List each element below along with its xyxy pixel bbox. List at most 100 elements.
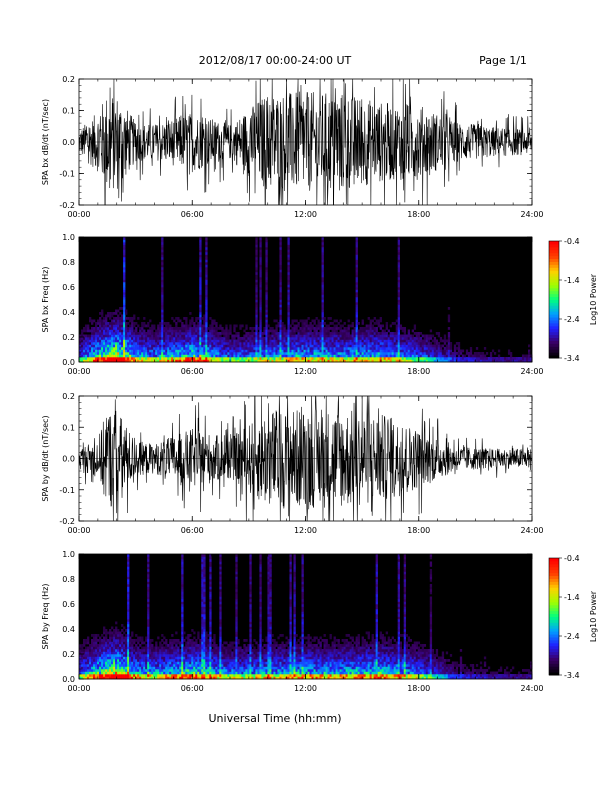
heatmap-cell <box>321 339 324 343</box>
heatmap-cell <box>385 347 388 350</box>
heatmap-cell <box>111 322 114 325</box>
heatmap-cell <box>367 359 370 363</box>
heatmap-cell <box>463 354 467 358</box>
heatmap-cell <box>331 339 334 343</box>
heatmap-cell <box>215 327 218 330</box>
heatmap-cell <box>213 357 216 360</box>
heatmap-cell <box>107 671 110 675</box>
heatmap-cell <box>331 359 334 363</box>
heatmap-cell <box>311 352 314 355</box>
heatmap-cell <box>397 257 400 260</box>
heatmap-cell <box>355 332 358 335</box>
heatmap-cell <box>159 337 162 340</box>
heatmap-cell <box>149 329 152 333</box>
heatmap-cell <box>361 334 364 338</box>
heatmap-cell <box>119 651 122 655</box>
heatmap-cell <box>287 319 290 323</box>
y-tick-label: -0.1 <box>59 170 75 179</box>
heatmap-cell <box>147 594 150 597</box>
heatmap-cell <box>83 334 86 338</box>
heatmap-cell <box>291 322 294 325</box>
heatmap-cell <box>305 339 308 343</box>
heatmap-cell <box>171 664 174 667</box>
heatmap-cell <box>371 342 374 345</box>
heatmap-cell <box>309 334 312 338</box>
heatmap-cell <box>117 349 120 353</box>
heatmap-cell <box>107 674 110 677</box>
heatmap-cell <box>83 644 86 647</box>
heatmap-cell <box>341 329 344 333</box>
heatmap-cell <box>327 329 330 333</box>
heatmap-cell <box>101 312 104 315</box>
y-tick-label: 1.0 <box>62 233 75 242</box>
heatmap-cell <box>89 337 92 340</box>
heatmap-cell <box>179 327 182 330</box>
heatmap-cell <box>259 332 262 335</box>
heatmap-cell <box>295 334 298 338</box>
heatmap-cell <box>379 319 382 323</box>
heatmap-cell <box>295 339 298 343</box>
heatmap-cell <box>203 659 206 662</box>
heatmap-cell <box>221 349 224 353</box>
heatmap-cell <box>185 342 188 345</box>
heatmap-cell <box>261 359 264 363</box>
heatmap-cell <box>131 674 134 677</box>
heatmap-cell <box>397 262 400 265</box>
heatmap-cell <box>313 334 316 338</box>
heatmap-cell <box>169 357 172 360</box>
heatmap-cell <box>195 654 198 657</box>
heatmap-cell <box>181 656 184 660</box>
heatmap-cell <box>161 292 164 295</box>
heatmap-cell <box>345 334 348 338</box>
x-tick-label: 12:00 <box>294 367 317 376</box>
heatmap-cell <box>435 342 439 345</box>
heatmap-cell <box>329 352 332 355</box>
heatmap-cell <box>315 339 318 343</box>
heatmap-cell <box>211 329 214 333</box>
heatmap-cell <box>321 342 324 345</box>
heatmap-cell <box>197 664 200 667</box>
heatmap-cell <box>87 674 90 677</box>
heatmap-cell <box>163 352 166 355</box>
heatmap-cell <box>129 656 132 660</box>
heatmap-cell <box>137 352 140 355</box>
heatmap-cell <box>469 349 473 353</box>
heatmap-cell <box>113 322 116 325</box>
heatmap-cell <box>291 357 294 360</box>
heatmap-cell <box>123 339 126 343</box>
heatmap-cell <box>181 584 184 587</box>
heatmap-cell <box>193 654 196 657</box>
colorbar-swatch <box>549 343 559 347</box>
heatmap-cell <box>353 329 356 333</box>
heatmap-cell <box>253 347 256 350</box>
heatmap-cell <box>147 611 150 615</box>
heatmap-cell <box>127 674 130 677</box>
heatmap-cell <box>361 322 364 325</box>
heatmap-cell <box>151 649 154 652</box>
heatmap-cell <box>145 671 148 675</box>
heatmap-cell <box>85 329 88 333</box>
heatmap-cell <box>313 352 316 355</box>
heatmap-cell <box>235 357 238 360</box>
heatmap-cell <box>219 349 222 353</box>
heatmap-cell <box>361 357 364 360</box>
heatmap-cell <box>119 342 122 345</box>
heatmap-cell <box>147 621 150 625</box>
heatmap-cell <box>79 659 82 662</box>
heatmap-cell <box>127 616 130 620</box>
heatmap-cell <box>417 344 421 348</box>
heatmap-cell <box>113 644 116 647</box>
y-tick-label: 0.4 <box>62 308 75 317</box>
heatmap-cell <box>163 646 166 650</box>
heatmap-cell <box>313 327 316 330</box>
heatmap-cell <box>321 284 324 288</box>
heatmap-cell <box>181 561 184 565</box>
heatmap-cell <box>125 317 128 320</box>
heatmap-cell <box>137 656 140 660</box>
heatmap-cell <box>91 656 94 660</box>
heatmap-cell <box>255 357 258 360</box>
heatmap-cell <box>129 674 132 677</box>
heatmap-cell <box>313 332 316 335</box>
heatmap-cell <box>159 664 162 667</box>
heatmap-cell <box>367 337 370 340</box>
